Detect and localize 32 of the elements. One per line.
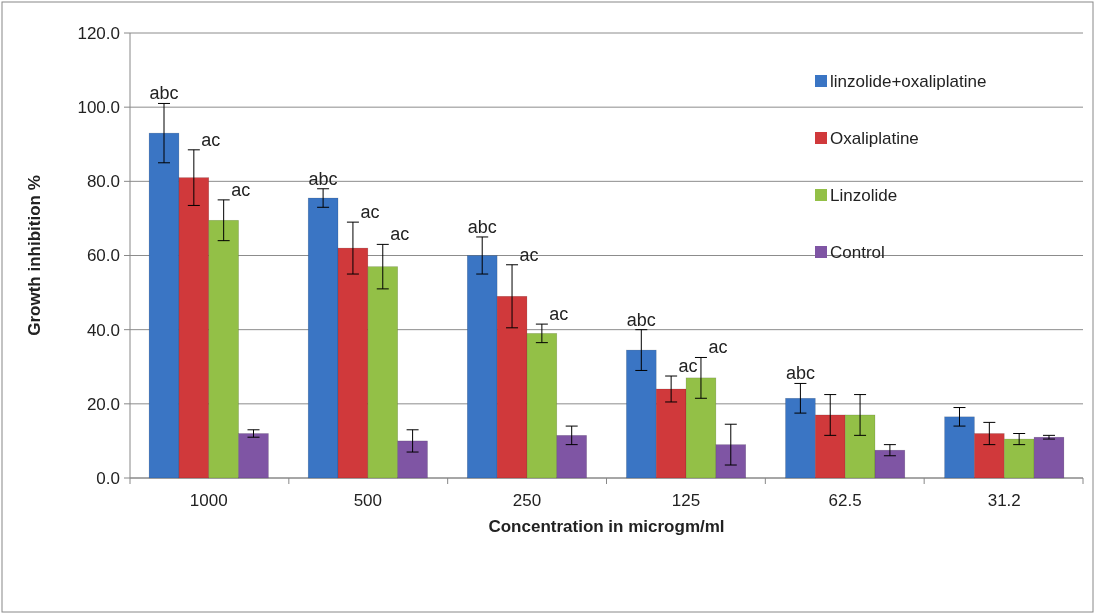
y-tick-label: 0.0 [96, 468, 120, 488]
data-label: abc [308, 168, 338, 189]
y-axis-title: Growth inhibition % [25, 175, 44, 336]
legend-label: Oxaliplatine [830, 128, 919, 148]
x-tick-label: 62.5 [828, 491, 862, 510]
data-label: ac [390, 224, 410, 245]
data-label: ac [678, 356, 698, 377]
data-label: ac [360, 202, 380, 223]
data-label: abc [626, 309, 656, 330]
y-tick-label: 120.0 [77, 23, 120, 43]
x-tick-label: 500 [353, 491, 383, 510]
x-tick-label: 250 [512, 491, 542, 510]
legend-label: linzolide+oxaliplatine [830, 71, 987, 91]
x-tick-label: 125 [671, 491, 701, 510]
x-tick-label: 1000 [189, 491, 228, 510]
x-tick-label: 31.2 [987, 491, 1021, 510]
data-label: ac [201, 129, 221, 150]
y-tick-label: 60.0 [86, 246, 120, 266]
data-label: abc [149, 83, 179, 104]
data-label: abc [467, 216, 497, 237]
y-tick-label: 80.0 [86, 172, 120, 192]
data-label: abc [785, 363, 815, 384]
y-tick-label: 40.0 [86, 320, 120, 340]
data-label: ac [231, 179, 251, 200]
legend-label: Control [830, 242, 885, 262]
y-tick-label: 20.0 [86, 394, 120, 414]
data-label: ac [708, 337, 728, 358]
x-axis-title: Concentration in microgm/ml [488, 517, 725, 536]
data-label: ac [549, 304, 569, 325]
legend-label: Linzolide [830, 185, 898, 205]
y-tick-label: 100.0 [77, 98, 120, 118]
data-label: ac [519, 244, 539, 265]
